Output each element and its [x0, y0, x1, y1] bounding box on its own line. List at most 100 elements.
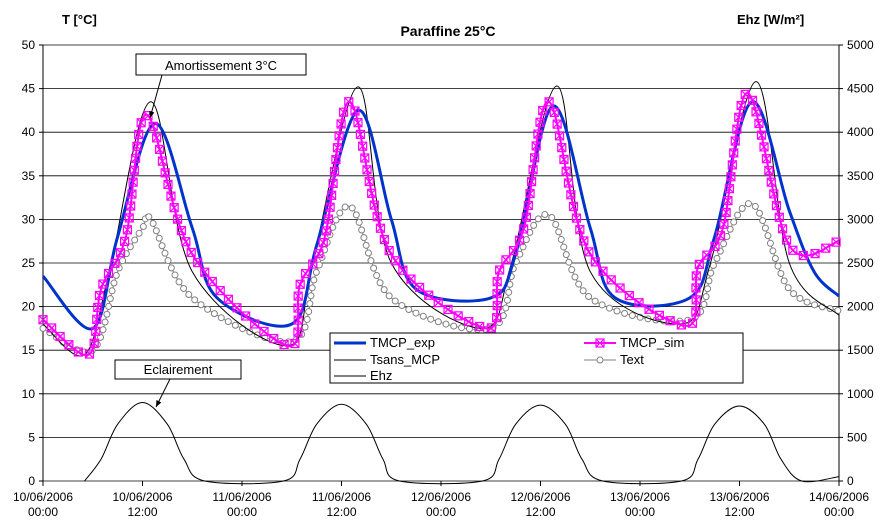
marker: [223, 294, 234, 304]
marker: [754, 118, 764, 129]
marker: [621, 309, 629, 317]
marker: [769, 247, 777, 255]
marker: [726, 172, 736, 182]
marker: [73, 347, 83, 357]
marker: [788, 245, 798, 255]
marker: [769, 189, 779, 199]
marker: [744, 200, 752, 208]
marker: [130, 153, 141, 163]
marker: [613, 307, 621, 315]
y-tick-right-label: 2500: [847, 256, 874, 270]
marker: [191, 296, 199, 304]
marker: [424, 290, 434, 300]
marker: [110, 279, 118, 287]
marker: [691, 283, 701, 293]
marker: [115, 248, 126, 258]
marker: [325, 202, 335, 212]
marker: [634, 298, 644, 308]
marker: [331, 154, 341, 165]
x-tick-label: 13/06/2006 12:00: [709, 490, 769, 519]
marker: [134, 129, 144, 140]
marker: [406, 274, 416, 284]
marker: [495, 265, 505, 275]
marker: [644, 304, 654, 314]
marker: [412, 309, 420, 317]
marker: [559, 154, 569, 165]
marker: [530, 221, 538, 229]
marker: [355, 218, 363, 226]
marker: [323, 214, 333, 224]
marker: [831, 237, 841, 247]
marker: [585, 293, 593, 301]
marker: [443, 304, 453, 315]
marker: [314, 249, 324, 259]
marker: [93, 302, 103, 313]
marker: [129, 165, 139, 175]
marker: [250, 319, 260, 329]
y-axis-left-label: T [°C]: [62, 12, 97, 27]
marker: [777, 224, 788, 234]
marker: [301, 323, 309, 331]
axes: 0510152025303540455005001000150020002500…: [13, 38, 874, 519]
marker: [615, 283, 625, 293]
marker: [172, 214, 183, 224]
marker: [89, 338, 99, 348]
marker: [555, 228, 563, 236]
marker: [135, 229, 143, 237]
marker: [415, 282, 425, 293]
marker: [312, 268, 320, 276]
marker: [101, 318, 109, 326]
marker: [163, 179, 173, 190]
marker: [595, 338, 605, 348]
chart-title: Paraffine 25°C: [400, 23, 495, 39]
marker: [164, 257, 172, 265]
marker: [385, 292, 393, 300]
marker: [434, 318, 442, 326]
marker: [720, 240, 728, 248]
marker: [557, 143, 567, 153]
marker: [232, 303, 242, 313]
marker: [774, 212, 784, 222]
marker: [124, 213, 134, 223]
marker: [442, 320, 450, 328]
marker: [157, 156, 168, 166]
svg-text:Eclairement: Eclairement: [144, 362, 213, 377]
marker: [103, 310, 111, 318]
marker: [606, 275, 616, 285]
marker: [362, 241, 370, 249]
marker: [766, 177, 776, 187]
marker: [307, 292, 315, 300]
svg-text:Amortissement 3°C: Amortissement 3°C: [165, 58, 277, 73]
x-tick-label: 14/06/2006 00:00: [809, 490, 869, 519]
marker: [747, 95, 758, 105]
marker: [724, 184, 735, 194]
marker: [353, 118, 363, 128]
marker: [521, 212, 531, 222]
marker: [486, 323, 496, 333]
marker: [92, 314, 102, 324]
marker: [327, 190, 337, 200]
marker: [355, 129, 366, 140]
marker: [492, 301, 502, 311]
marker: [691, 295, 701, 305]
marker: [598, 301, 606, 309]
annotation-eclairement: Eclairement: [114, 359, 242, 408]
marker: [691, 271, 701, 281]
marker: [771, 255, 779, 263]
marker: [571, 273, 579, 281]
marker: [535, 117, 545, 127]
marker: [726, 225, 734, 233]
y-axis-right-label: Ehz [W/m²]: [737, 12, 804, 27]
marker: [732, 124, 742, 134]
marker: [185, 291, 193, 299]
marker: [740, 89, 750, 99]
marker: [453, 311, 463, 321]
marker: [167, 264, 175, 272]
marker: [369, 200, 379, 210]
marker: [756, 209, 764, 217]
y-tick-left-label: 5: [28, 430, 35, 444]
x-tick-label: 11/06/2006 00:00: [212, 490, 271, 519]
y-tick-left-label: 25: [22, 256, 36, 270]
marker: [821, 243, 831, 253]
marker: [702, 250, 712, 260]
